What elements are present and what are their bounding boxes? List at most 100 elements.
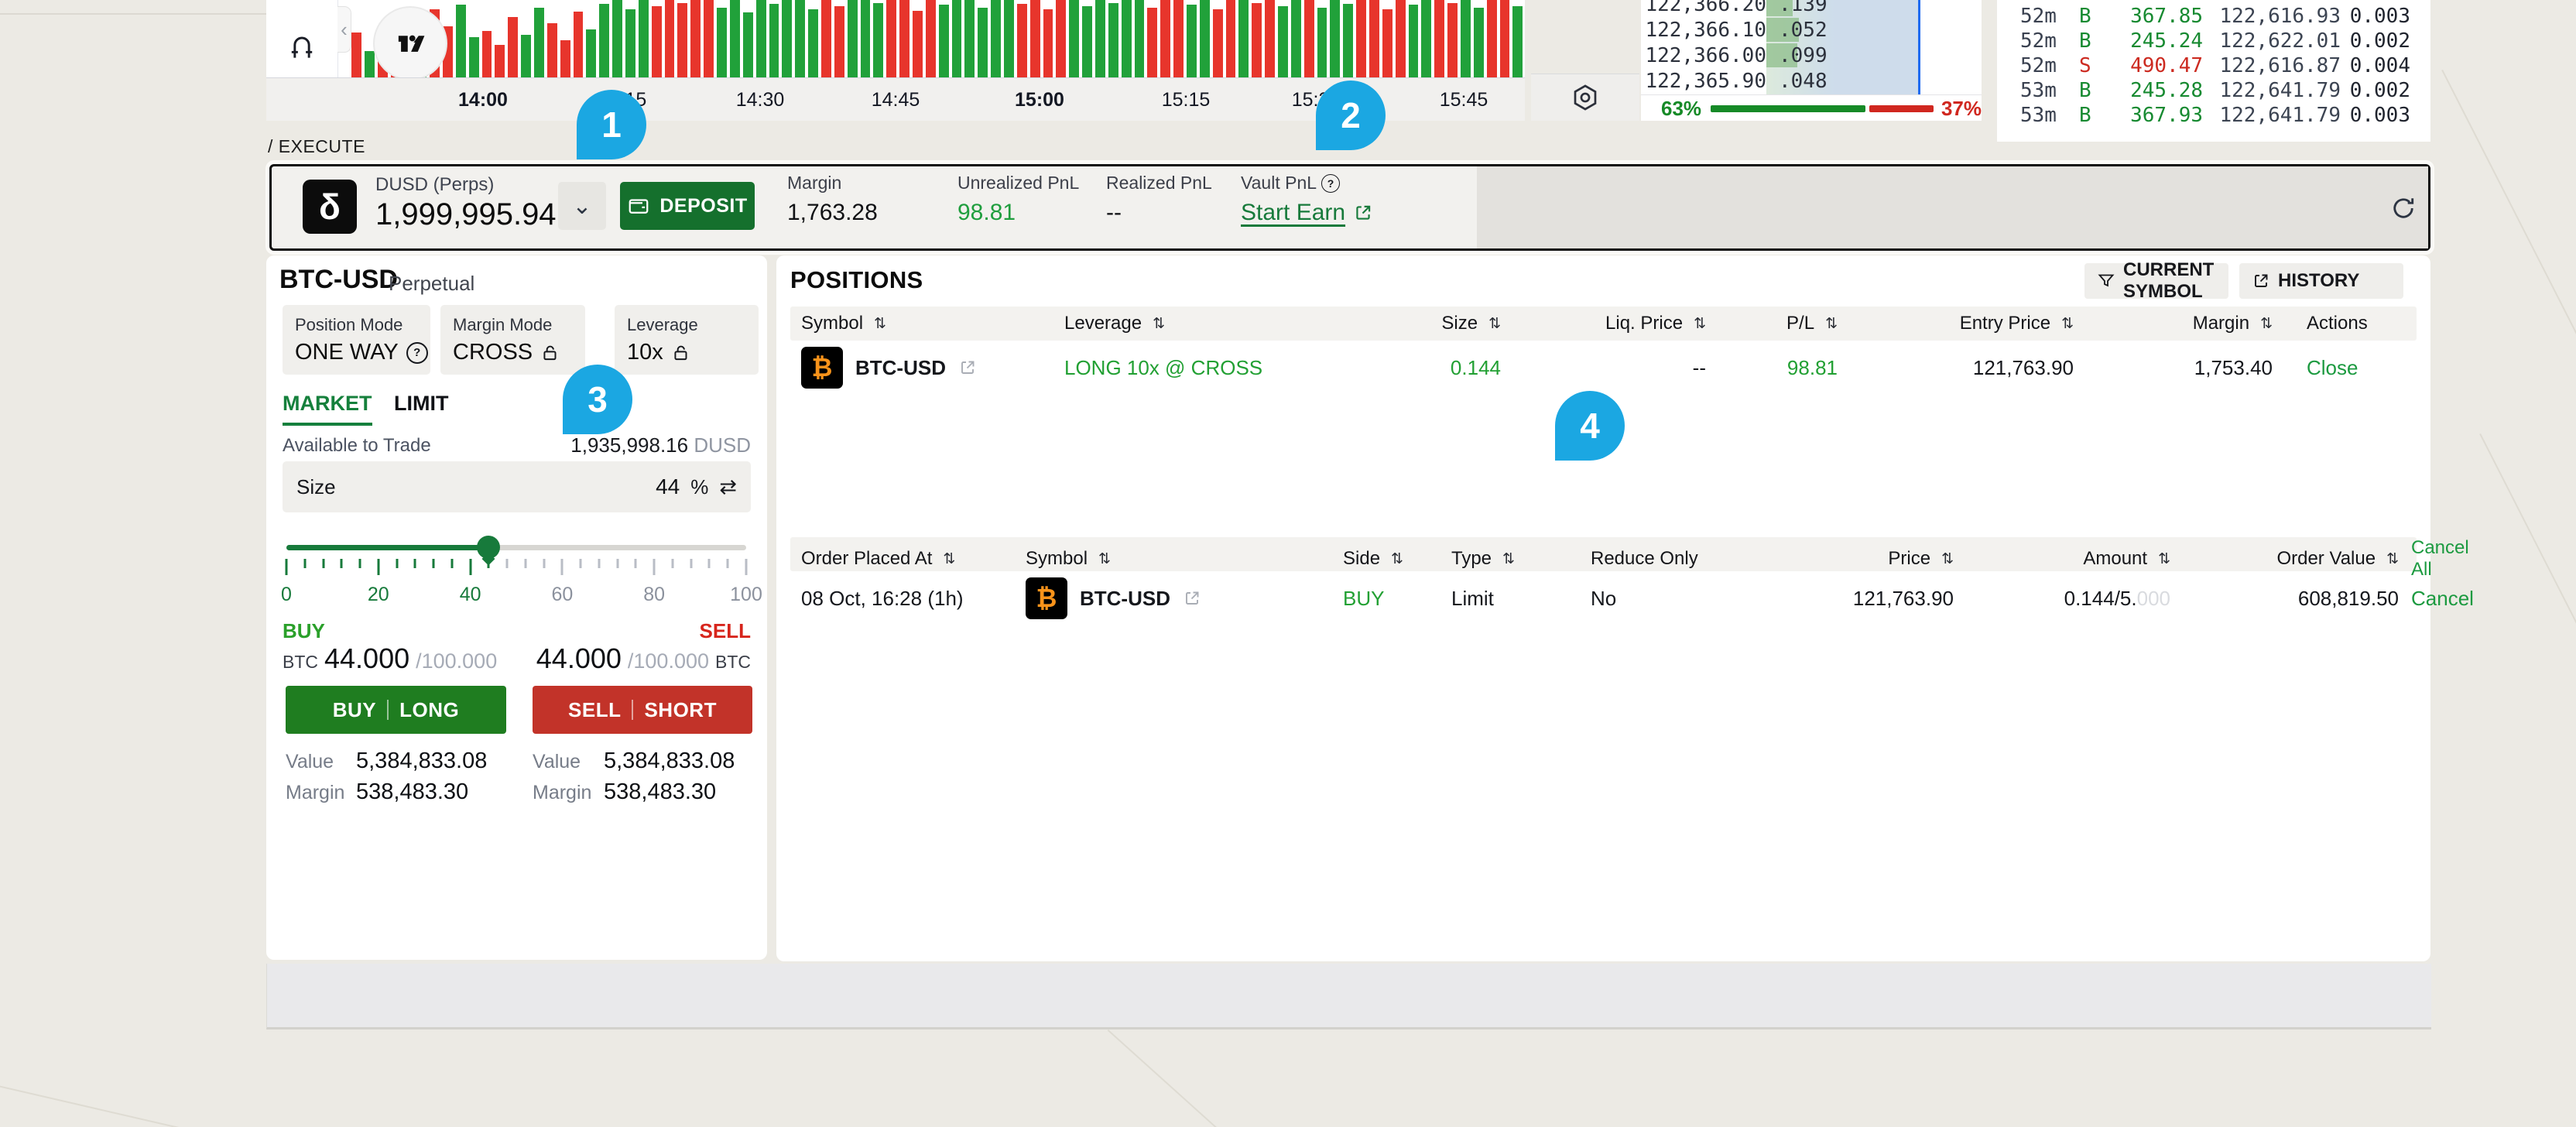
position-symbol: BTC-USD <box>855 355 946 379</box>
volume-bar <box>1356 0 1367 77</box>
volume-bar <box>508 17 519 77</box>
slider-tick <box>358 559 361 568</box>
col-order-placed-at[interactable]: Order Placed At ⇅ <box>801 548 956 569</box>
available-unit: DUSD <box>694 433 751 457</box>
gear-icon[interactable] <box>1571 83 1600 112</box>
volume-bar <box>638 0 649 77</box>
slider-tick-label: 80 <box>643 584 666 605</box>
external-link-icon[interactable] <box>958 358 977 377</box>
col-symbol[interactable]: Symbol ⇅ <box>801 313 886 334</box>
slider-tick <box>543 559 546 568</box>
sort-icon: ⇅ <box>1488 315 1501 332</box>
trade-row: 52m B 245.24 122,622.01 0.002 <box>1997 29 2430 53</box>
magnet-icon[interactable] <box>285 29 319 63</box>
account-dropdown-button[interactable]: ⌄ <box>558 182 606 230</box>
trade-amount: 367.93 <box>2130 104 2203 127</box>
sell-short-button[interactable]: SELL SHORT <box>533 686 752 734</box>
annotation-bubble-3: 3 <box>563 365 632 434</box>
close-position-link[interactable]: Close <box>2307 355 2358 379</box>
size-input-row[interactable]: Size 44 % ⇄ <box>283 461 751 512</box>
volume-bars <box>351 0 1523 77</box>
slider-tick <box>505 559 509 568</box>
tab-market[interactable]: MARKET <box>283 392 372 426</box>
volume-bar <box>546 23 557 77</box>
col-leverage[interactable]: Leverage ⇅ <box>1064 313 1165 334</box>
trade-price: 122,616.87 <box>2219 54 2341 77</box>
order-book-row[interactable]: 122,366.00 .099 <box>1641 43 1982 68</box>
sort-icon: ⇅ <box>1941 550 1954 567</box>
position-liq-price: -- <box>1692 355 1706 379</box>
volume-bar <box>1147 8 1158 77</box>
size-slider[interactable] <box>286 536 746 559</box>
tradingview-logo[interactable] <box>373 6 447 80</box>
slider-tick <box>432 559 435 568</box>
trade-side: S <box>2079 54 2091 77</box>
col-liq-price[interactable]: Liq. Price ⇅ <box>1605 313 1706 334</box>
col-order-value[interactable]: Order Value ⇅ <box>2276 548 2399 569</box>
order-book-row[interactable]: 122,366.20 .139 <box>1641 0 1982 17</box>
col-entry-price[interactable]: Entry Price ⇅ <box>1959 313 2074 334</box>
annotation-bubble-4: 4 <box>1555 391 1625 461</box>
order-book-row[interactable]: 122,365.90 .048 <box>1641 68 1982 94</box>
volume-bar <box>1187 5 1197 77</box>
external-link-icon[interactable] <box>1183 589 1201 608</box>
col-margin[interactable]: Margin ⇅ <box>2192 313 2273 334</box>
volume-bar <box>729 0 740 77</box>
refresh-icon[interactable] <box>2386 191 2420 225</box>
volume-bar <box>978 8 988 77</box>
orders-table-header: Order Placed At ⇅ Symbol ⇅ Side ⇅ Type ⇅ Red… <box>790 537 2469 580</box>
col-amount[interactable]: Amount ⇅ <box>2083 548 2170 569</box>
slider-tick <box>653 559 656 575</box>
slider-tick <box>322 559 325 568</box>
start-earn-link[interactable]: Start Earn <box>1241 200 1373 226</box>
footer-strip <box>266 964 2431 1029</box>
chart-time-axis[interactable]: 14:00 14:15 14:30 14:45 15:00 15:15 15:3… <box>266 77 1525 121</box>
margin-mode-card[interactable]: Margin Mode CROSS <box>440 305 585 375</box>
slider-thumb[interactable] <box>477 536 501 559</box>
order-book-row[interactable]: 122,366.10 .052 <box>1641 17 1982 43</box>
sort-icon: ⇅ <box>1153 315 1165 332</box>
volume-bar <box>599 4 610 77</box>
trade-price: 122,641.79 <box>2219 79 2341 102</box>
sell-ratio-bar <box>1869 104 1934 112</box>
toolbar-collapse-tab[interactable]: ‹ <box>337 6 351 53</box>
cancel-order-link[interactable]: Cancel <box>2411 586 2474 610</box>
col-price[interactable]: Price ⇅ <box>1888 548 1954 569</box>
history-button[interactable]: HISTORY <box>2239 263 2403 299</box>
info-icon[interactable]: ? <box>1321 173 1341 193</box>
current-symbol-filter-button[interactable]: CURRENT SYMBOL <box>2084 259 2228 302</box>
size-value[interactable]: 44 <box>656 474 680 498</box>
cancel-all-link[interactable]: Cancel All <box>2411 537 2469 580</box>
col-pl[interactable]: P/L ⇅ <box>1786 313 1838 334</box>
sort-icon: ⇅ <box>1825 315 1838 332</box>
slider-tick-labels: 0 20 40 60 80 100 <box>281 584 762 605</box>
buy-margin-label: Margin <box>286 782 345 803</box>
volume-bar <box>1108 3 1118 77</box>
col-side[interactable]: Side ⇅ <box>1343 548 1403 569</box>
sort-icon: ⇅ <box>1098 550 1111 567</box>
tab-limit[interactable]: LIMIT <box>394 392 449 415</box>
slider-fill <box>286 545 489 550</box>
volume-bar <box>468 37 479 77</box>
trade-row: 53m B 367.93 122,641.79 0.003 <box>1997 103 2430 128</box>
buy-long-button[interactable]: BUY LONG <box>286 686 506 734</box>
col-symbol[interactable]: Symbol ⇅ <box>1026 548 1111 569</box>
execute-section-label: / EXECUTE <box>268 136 365 156</box>
slider-tick <box>560 559 564 575</box>
price-chart-panel: ‹ 14:00 14:15 14:30 14:45 15:00 15:15 15… <box>266 0 1525 121</box>
sell-column-label: SELL <box>699 619 751 642</box>
col-size[interactable]: Size ⇅ <box>1441 313 1501 334</box>
bid-size: .099 <box>1779 43 1828 67</box>
leverage-card[interactable]: Leverage 10x <box>615 305 759 375</box>
position-entry-price: 121,763.90 <box>1972 355 2074 379</box>
swap-unit-icon[interactable]: ⇄ <box>719 474 737 498</box>
realized-pnl-stat: Realized PnL -- <box>1106 173 1212 226</box>
buy-ratio-label: 63% <box>1661 96 1702 120</box>
col-type[interactable]: Type ⇅ <box>1451 548 1515 569</box>
volume-bar <box>1252 3 1262 77</box>
position-mode-card[interactable]: Position Mode ONE WAY ? <box>283 305 430 375</box>
deposit-button[interactable]: DEPOSIT <box>620 182 755 230</box>
position-mode-value: ONE WAY <box>295 340 399 365</box>
slider-tick <box>377 559 380 575</box>
positions-table-header: Symbol ⇅ Leverage ⇅ Size ⇅ Liq. Price ⇅ P/L ⇅… <box>790 307 2417 341</box>
